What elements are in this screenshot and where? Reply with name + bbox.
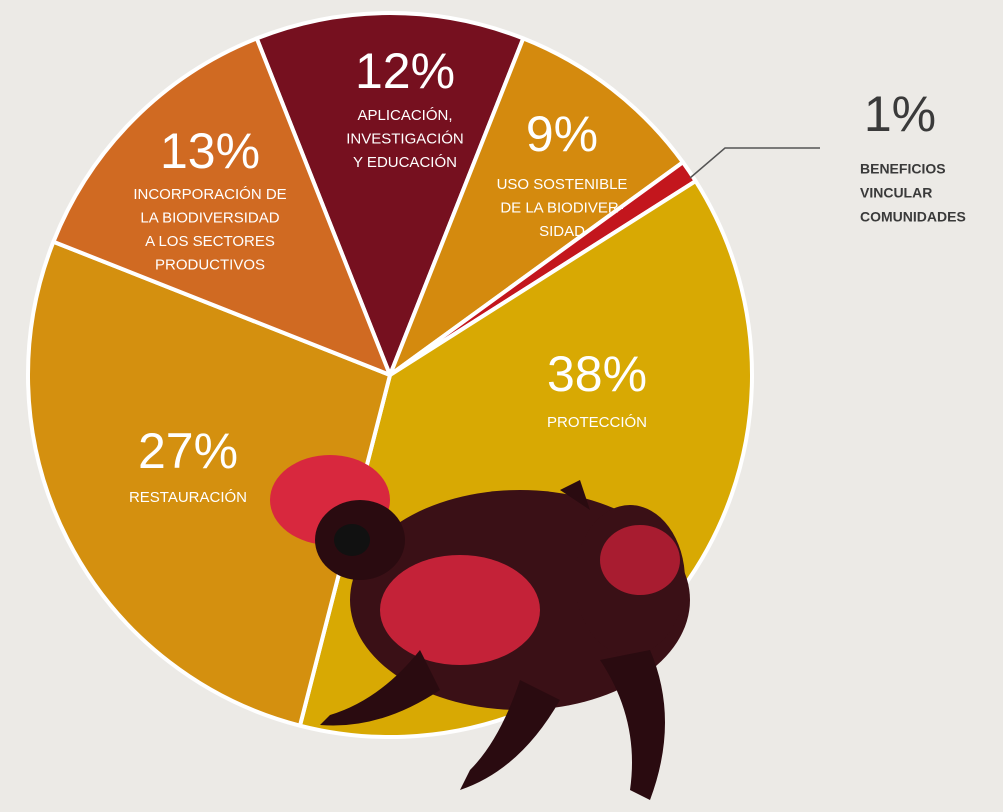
category-label: VINCULAR — [860, 185, 932, 201]
category-label: DE LA BIODIVER- — [500, 199, 623, 216]
value-label: 1% — [864, 86, 936, 142]
value-label: 9% — [526, 106, 598, 162]
category-label: INVESTIGACIÓN — [346, 130, 464, 147]
category-label: INCORPORACIÓN DE — [133, 186, 286, 203]
pie-slice — [51, 36, 392, 377]
value-label: 27% — [138, 423, 238, 479]
leader-line — [689, 147, 820, 179]
pie-slice — [26, 239, 392, 728]
category-label: RESTAURACIÓN — [129, 489, 247, 506]
category-label: Y EDUCACIÓN — [353, 154, 457, 171]
value-label: 38% — [547, 346, 647, 402]
value-label: 12% — [355, 43, 455, 99]
labels: 12% APLICACIÓN, INVESTIGACIÓN Y EDUCACIÓN 9%… — [129, 43, 966, 506]
category-label: USO SOSTENIBLE — [497, 176, 628, 193]
pie-slice — [388, 36, 685, 377]
value-label: 13% — [160, 123, 260, 179]
category-label: BENEFICIOS — [860, 161, 946, 177]
pie-slice — [254, 11, 526, 377]
frog-illustration — [270, 455, 690, 800]
category-label: COMUNIDADES — [860, 209, 966, 225]
category-label: APLICACIÓN, — [357, 107, 452, 124]
category-label: PRODUCTIVOS — [155, 256, 265, 273]
category-label: LA BIODIVERSIDAD — [140, 209, 279, 226]
category-label: A LOS SECTORES — [145, 233, 275, 250]
category-label: PROTECCIÓN — [547, 414, 647, 431]
category-label: SIDAD — [539, 223, 585, 240]
